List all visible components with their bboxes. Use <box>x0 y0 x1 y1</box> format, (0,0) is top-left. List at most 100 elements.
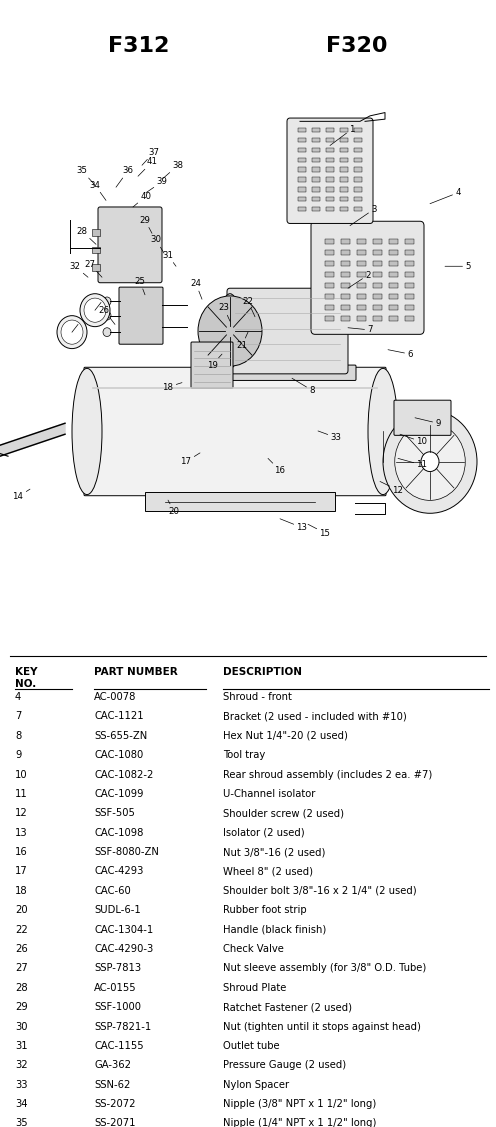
Text: PART NUMBER: PART NUMBER <box>94 667 178 677</box>
Text: 30: 30 <box>15 1021 27 1031</box>
Bar <box>354 168 362 171</box>
Bar <box>326 177 334 181</box>
Text: 18: 18 <box>15 886 27 896</box>
Text: 11: 11 <box>398 459 428 470</box>
Bar <box>405 294 414 299</box>
Text: 5: 5 <box>445 261 471 270</box>
Bar <box>298 168 306 171</box>
Circle shape <box>103 298 111 305</box>
Text: 31: 31 <box>15 1041 27 1050</box>
Text: Nut 3/8"-16 (2 used): Nut 3/8"-16 (2 used) <box>223 848 325 857</box>
Bar <box>373 304 382 310</box>
Text: 27: 27 <box>15 964 28 974</box>
Text: 26: 26 <box>99 305 115 325</box>
Bar <box>357 304 366 310</box>
Text: Nut (tighten until it stops against head): Nut (tighten until it stops against head… <box>223 1021 421 1031</box>
Bar <box>389 294 398 299</box>
Text: AC-0155: AC-0155 <box>94 983 137 993</box>
Text: 38: 38 <box>163 161 184 178</box>
Text: 4: 4 <box>430 188 461 204</box>
Bar <box>312 137 320 142</box>
Text: Pressure Gauge (2 used): Pressure Gauge (2 used) <box>223 1061 346 1071</box>
Circle shape <box>383 410 477 513</box>
FancyBboxPatch shape <box>84 367 386 496</box>
FancyBboxPatch shape <box>287 118 373 223</box>
Text: 3: 3 <box>350 205 377 225</box>
Text: 10: 10 <box>400 434 428 446</box>
Text: SS-2071: SS-2071 <box>94 1118 136 1127</box>
Text: 9: 9 <box>415 418 440 428</box>
Text: 10: 10 <box>15 770 27 780</box>
Text: 23: 23 <box>219 303 230 321</box>
Bar <box>298 128 306 132</box>
Ellipse shape <box>219 294 241 369</box>
Text: 39: 39 <box>146 177 168 193</box>
Text: 41: 41 <box>138 158 158 176</box>
Text: 32: 32 <box>15 1061 27 1071</box>
Text: Tool tray: Tool tray <box>223 751 265 760</box>
Bar <box>312 168 320 171</box>
Text: 16: 16 <box>15 848 28 857</box>
Circle shape <box>84 299 106 322</box>
Text: 14: 14 <box>12 489 30 502</box>
Text: 34: 34 <box>89 180 106 201</box>
Text: Handle (black finish): Handle (black finish) <box>223 924 326 934</box>
Text: SSP-7821-1: SSP-7821-1 <box>94 1021 151 1031</box>
Text: 37: 37 <box>142 148 160 166</box>
Bar <box>298 137 306 142</box>
Bar <box>389 239 398 245</box>
Circle shape <box>421 452 439 471</box>
Text: F312: F312 <box>108 36 170 56</box>
Bar <box>325 250 334 256</box>
Text: Shoulder screw (2 used): Shoulder screw (2 used) <box>223 808 344 818</box>
Bar <box>405 283 414 289</box>
Bar <box>340 177 348 181</box>
Bar <box>325 304 334 310</box>
Bar <box>389 283 398 289</box>
Text: Rubber foot strip: Rubber foot strip <box>223 905 307 915</box>
Text: 13: 13 <box>280 518 308 532</box>
Text: Nylon Spacer: Nylon Spacer <box>223 1080 289 1090</box>
Text: SUDL-6-1: SUDL-6-1 <box>94 905 141 915</box>
Text: 11: 11 <box>15 789 28 799</box>
Text: CAC-4293: CAC-4293 <box>94 867 144 877</box>
Bar <box>312 197 320 202</box>
Bar <box>341 316 350 321</box>
Text: 17: 17 <box>15 867 28 877</box>
Bar <box>325 283 334 289</box>
Bar <box>298 197 306 202</box>
Text: CAC-1082-2: CAC-1082-2 <box>94 770 154 780</box>
Bar <box>389 272 398 277</box>
Text: 20: 20 <box>168 500 180 515</box>
Text: 26: 26 <box>15 944 28 953</box>
Text: CAC-4290-3: CAC-4290-3 <box>94 944 153 953</box>
Bar <box>92 247 100 254</box>
Text: 4: 4 <box>15 692 21 702</box>
Bar <box>312 177 320 181</box>
Text: 33: 33 <box>318 431 342 442</box>
Bar <box>326 207 334 212</box>
Text: SSF-8080-ZN: SSF-8080-ZN <box>94 848 159 857</box>
Bar <box>373 272 382 277</box>
Bar <box>340 168 348 171</box>
Text: SSF-1000: SSF-1000 <box>94 1002 141 1012</box>
Text: 35: 35 <box>76 167 95 185</box>
Bar <box>340 187 348 192</box>
Text: Wheel 8" (2 used): Wheel 8" (2 used) <box>223 867 313 877</box>
Bar <box>340 158 348 162</box>
Text: 40: 40 <box>133 192 151 207</box>
Bar <box>326 168 334 171</box>
Bar <box>357 250 366 256</box>
FancyBboxPatch shape <box>194 365 356 381</box>
Text: Hex Nut 1/4"-20 (2 used): Hex Nut 1/4"-20 (2 used) <box>223 730 348 740</box>
Bar <box>340 197 348 202</box>
Text: Ratchet Fastener (2 used): Ratchet Fastener (2 used) <box>223 1002 352 1012</box>
Bar <box>312 148 320 152</box>
Text: CAC-60: CAC-60 <box>94 886 131 896</box>
Bar <box>354 177 362 181</box>
Bar <box>373 316 382 321</box>
Text: 15: 15 <box>308 524 330 538</box>
Bar <box>405 316 414 321</box>
Text: Nipple (1/4" NPT x 1 1/2" long): Nipple (1/4" NPT x 1 1/2" long) <box>223 1118 376 1127</box>
Text: 6: 6 <box>388 349 413 358</box>
